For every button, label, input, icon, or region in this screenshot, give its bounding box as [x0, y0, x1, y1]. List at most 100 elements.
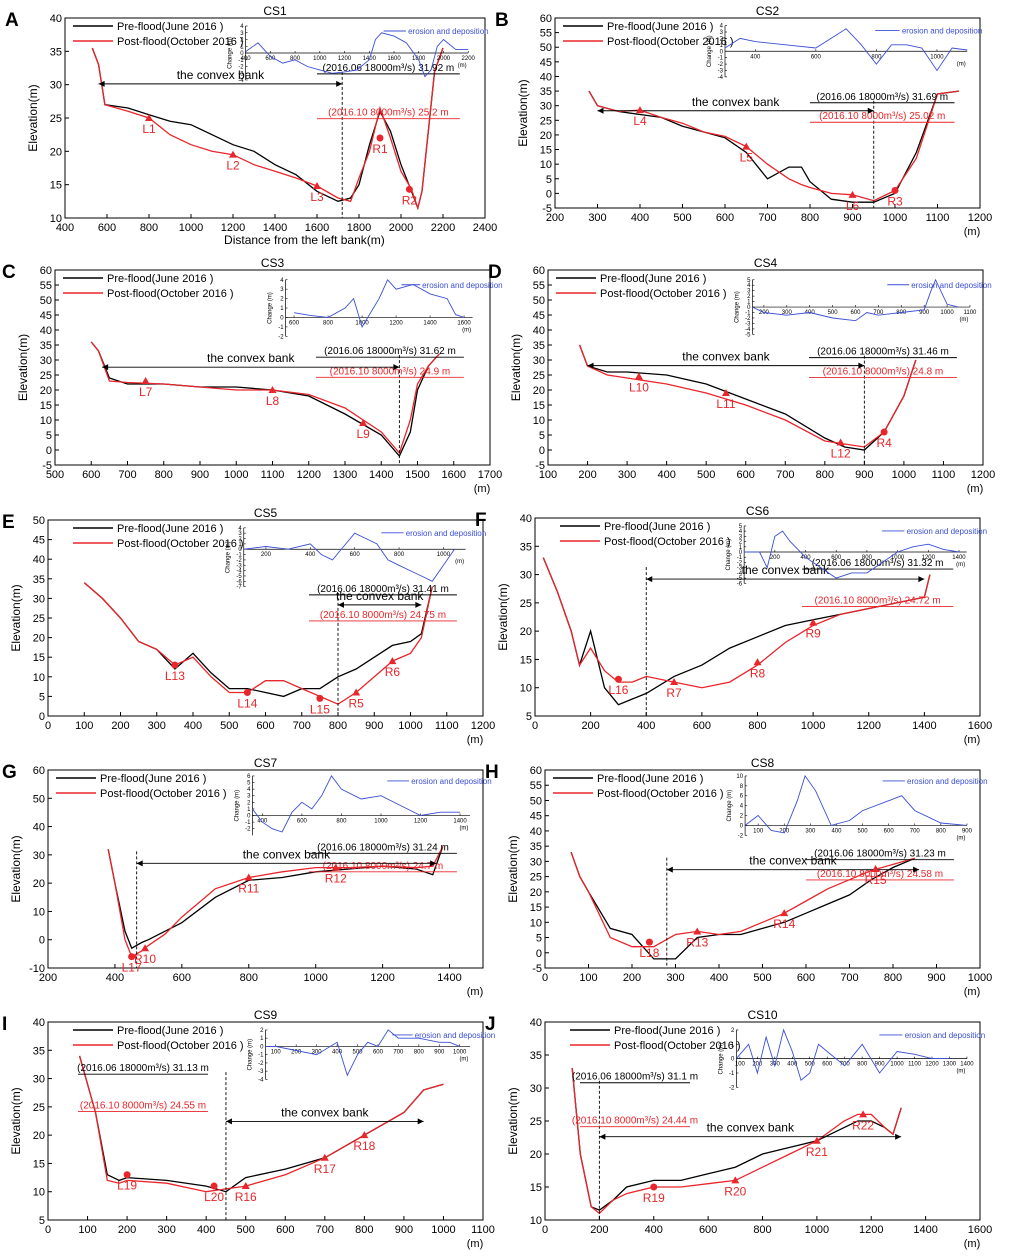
inset-y-tick-label-D--2: -2 [745, 316, 751, 322]
x-tick-label-J-800: 800 [753, 1224, 771, 1236]
y-tick-label-D-30: 30 [533, 355, 545, 367]
x-tick-label-E-400: 400 [184, 720, 202, 732]
inset-legend-label-D: erosion and deposition [911, 281, 992, 290]
x-tick-label-D-500: 500 [697, 469, 715, 481]
inset-y-tick-label-A-3: 3 [240, 31, 244, 37]
y-tick-label-I-35: 35 [33, 1045, 45, 1057]
x-axis-unit-G: (m) [467, 986, 484, 998]
marker-label-L17: L17 [122, 961, 142, 975]
x-tick-label-F-200: 200 [581, 720, 599, 732]
legend-post-label-H: Post-flood(October 2016 ) [597, 788, 724, 800]
inset-x-tick-label-J-100: 100 [735, 1062, 746, 1068]
y-tick-label-F-35: 35 [520, 541, 532, 553]
y-tick-label-H-15: 15 [530, 902, 542, 914]
inset-y-tick-label-B--2: -2 [718, 62, 724, 68]
x-tick-label-J-1200: 1200 [859, 1224, 883, 1236]
convex-arrowhead-left-E [338, 601, 344, 608]
marker-R9 [809, 618, 818, 626]
chart-title-CS6: CS6 [746, 504, 770, 518]
marker-R19 [650, 1183, 658, 1191]
x-tick-label-I-600: 600 [276, 1224, 294, 1236]
inset-x-tick-label-D-400: 400 [805, 310, 816, 316]
x-tick-label-A-400: 400 [56, 222, 74, 234]
x-tick-label-F-1000: 1000 [801, 720, 825, 732]
y-tick-label-H--5: -5 [532, 963, 542, 975]
inset-y-tick-label-F--6: -6 [737, 581, 743, 587]
inset-x-tick-label-I-300: 300 [312, 1049, 323, 1055]
y-tick-label-H-60: 60 [530, 765, 542, 777]
inset-x-tick-label-D-1000: 1000 [940, 310, 954, 316]
marker-label-L10: L10 [629, 381, 649, 395]
convex-arrowhead-left-A [98, 80, 105, 87]
x-tick-label-F-600: 600 [693, 720, 711, 732]
inset-x-tick-label-J-400: 400 [787, 1062, 798, 1068]
inset-x-tick-label-A-2000: 2000 [437, 56, 451, 62]
inset-x-tick-label-C-1400: 1400 [423, 320, 437, 326]
panel-letter-G: G [2, 762, 17, 783]
x-tick-label-G-600: 600 [173, 972, 191, 984]
x-tick-label-D-1200: 1200 [971, 469, 995, 481]
x-tick-label-C-1200: 1200 [297, 469, 321, 481]
x-axis-unit-J: (m) [964, 1238, 981, 1250]
inset-y-tick-label-G-5: 5 [247, 781, 251, 787]
y-tick-label-C-20: 20 [40, 385, 52, 397]
inset-x-tick-label-I-400: 400 [332, 1049, 343, 1055]
x-tick-label-I-100: 100 [78, 1224, 96, 1236]
legend-post-label-D: Post-flood(October 2016 ) [600, 288, 727, 300]
post-flood-line-G [107, 846, 444, 958]
x-tick-label-J-1600: 1600 [968, 1224, 992, 1236]
y-tick-label-C-5: 5 [46, 430, 52, 442]
water-level-label-E-0: (2016.06 18000m³/s) 31.41 m [317, 584, 449, 595]
x-tick-label-B-200: 200 [546, 212, 564, 224]
inset-y-label-C: Change (m) [268, 292, 274, 324]
convex-arrowhead-right-H [913, 866, 920, 873]
inset-x-tick-label-J-1200: 1200 [925, 1062, 939, 1068]
convex-bank-label-E: the convex bank [336, 589, 424, 603]
pre-flood-line-H [570, 851, 916, 960]
marker-R17 [320, 1153, 329, 1161]
inset-y-tick-label-E--5: -5 [236, 574, 242, 580]
y-tick-label-B-30: 30 [540, 101, 552, 113]
marker-label-L4: L4 [633, 114, 647, 128]
y-tick-label-I-15: 15 [33, 1158, 45, 1170]
marker-L10 [634, 372, 643, 380]
inset-x-tick-label-H-600: 600 [884, 828, 895, 834]
marker-L5 [742, 142, 751, 150]
inset-legend-label-G: erosion and deposition [411, 777, 492, 786]
x-tick-label-E-700: 700 [293, 720, 311, 732]
plot-frame-I [47, 1021, 484, 1221]
x-tick-label-D-900: 900 [855, 469, 873, 481]
pre-flood-line-B [588, 90, 959, 203]
marker-label-L20: L20 [204, 1190, 224, 1204]
x-tick-label-I-700: 700 [316, 1224, 334, 1236]
inset-y-tick-label-G-2: 2 [247, 800, 251, 806]
marker-label-R17: R17 [314, 1162, 336, 1176]
water-level-label-B-0: (2016.06 18000m³/s) 31.69 m [816, 92, 948, 103]
marker-R3 [891, 186, 899, 194]
legend-post-label-B: Post-flood(October 2016 ) [607, 36, 734, 48]
y-tick-label-H-40: 40 [530, 826, 542, 838]
inset-y-tick-label-H-6: 6 [740, 794, 744, 800]
inset-y-tick-label-C--2: -2 [278, 334, 284, 340]
inset-y-tick-label-A-4: 4 [240, 24, 244, 30]
post-flood-line-I [78, 1055, 444, 1193]
inset-y-label-B: Change (m) [707, 35, 713, 67]
convex-arrowhead-right-D [858, 362, 865, 369]
marker-L17 [128, 953, 136, 961]
y-tick-label-C--5: -5 [42, 460, 52, 472]
water-level-label-A-0: (2016.06 18000m³/s) 31.92 m [323, 63, 455, 74]
marker-R10 [141, 944, 150, 952]
plot-frame-F [534, 517, 981, 717]
chart-title-CS7: CS7 [254, 756, 278, 770]
inset-y-tick-label-F--1: -1 [737, 555, 743, 561]
inset-y-tick-label-B-4: 4 [720, 24, 724, 30]
legend-post-label-J: Post-flood(October 2016 ) [614, 1040, 741, 1052]
x-tick-label-C-500: 500 [46, 469, 64, 481]
y-tick-label-B-10: 10 [540, 159, 552, 171]
x-tick-label-D-200: 200 [578, 469, 596, 481]
inset-y-tick-label-G-0: 0 [247, 814, 251, 820]
inset-y-tick-label-B-2: 2 [720, 36, 724, 42]
x-tick-label-H-0: 0 [542, 972, 548, 984]
inset-y-tick-label-D-2: 2 [747, 294, 751, 300]
